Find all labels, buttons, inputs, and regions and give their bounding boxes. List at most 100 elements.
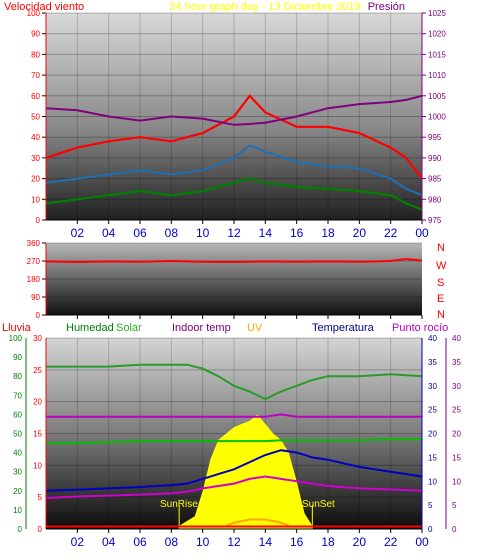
wind-ytick-label: 90	[31, 30, 40, 39]
pressure-ytick-label: 990	[428, 154, 442, 163]
wind-ytick-label: 0	[36, 216, 41, 225]
pressure-ytick-label: 1020	[428, 30, 446, 39]
legend-lluvia: Lluvia	[2, 322, 32, 334]
wind-xtick-label: 14	[259, 226, 273, 240]
pressure-ytick-label: 985	[428, 175, 442, 184]
lluvia-tick-label: 25	[33, 366, 42, 375]
wind-ytick-label: 30	[31, 154, 40, 163]
lluvia-tick-label: 5	[38, 493, 43, 502]
rocio-tick-label: 5	[452, 501, 457, 510]
temp-xtick-label: 18	[321, 535, 335, 549]
compass-n-top: N	[437, 242, 445, 254]
chart-title: 24 hour graph day - 13 Diciembre 2019	[169, 1, 360, 13]
temperatura-tick-label: 0	[428, 525, 433, 534]
temp-xtick-label: 20	[353, 535, 367, 549]
sunrise-label: SunRise	[160, 499, 198, 510]
wind-xtick-label: 08	[165, 226, 179, 240]
solar-line	[46, 438, 422, 445]
wind-speed-title: Velocidad viento	[4, 1, 84, 13]
wind-direction-line	[45, 257, 423, 264]
humedad-tick-label: 70	[13, 391, 22, 400]
pressure-ytick-label: 1005	[428, 92, 446, 101]
temp-xtick-label: 04	[102, 535, 116, 549]
humedad-tick-label: 50	[13, 430, 22, 439]
temp-xtick-label: 00	[415, 535, 429, 549]
legend-humedad: Humedad	[66, 322, 114, 334]
wind-ytick-label: 60	[31, 92, 40, 101]
humedad-tick-label: 20	[13, 487, 22, 496]
compass-n-bottom: N	[437, 309, 445, 321]
temperature-line	[45, 449, 423, 492]
wind-ytick-label: 100	[27, 9, 41, 18]
compass-s: S	[437, 277, 444, 289]
pressure-ytick-label: 980	[428, 195, 442, 204]
humedad-tick-label: 100	[9, 334, 23, 343]
temperatura-tick-label: 15	[428, 453, 437, 462]
temp-xtick-label: 16	[290, 535, 304, 549]
humedad-tick-label: 30	[13, 468, 22, 477]
wind-xtick-label: 18	[321, 226, 335, 240]
temperatura-tick-label: 20	[428, 430, 437, 439]
lluvia-tick-label: 0	[38, 525, 43, 534]
rocio-tick-label: 40	[452, 334, 461, 343]
rocio-tick-label: 35	[452, 358, 461, 367]
temp-xtick-label: 12	[227, 535, 241, 549]
humidity-line	[46, 363, 423, 401]
direction-ytick-label: 360	[27, 239, 41, 248]
direction-ytick-label: 0	[36, 311, 41, 320]
wind-xtick-label: 02	[71, 226, 85, 240]
wind-ytick-label: 50	[31, 113, 40, 122]
wind-ytick-label: 70	[31, 71, 40, 80]
lluvia-tick-label: 30	[33, 334, 42, 343]
humedad-tick-label: 80	[13, 372, 22, 381]
wind-speed-line	[45, 94, 423, 180]
direction-ytick-label: 180	[27, 275, 41, 284]
dewpoint-line	[45, 475, 423, 499]
humedad-tick-label: 60	[13, 410, 22, 419]
rocio-tick-label: 10	[452, 477, 461, 486]
temperatura-tick-label: 10	[428, 477, 437, 486]
humedad-tick-label: 90	[13, 353, 22, 362]
compass-e: E	[437, 293, 444, 305]
temp-xtick-label: 06	[133, 535, 147, 549]
pressure-line	[45, 94, 423, 126]
legend-rocio: Punto rocío	[392, 322, 448, 334]
temp-xtick-label: 14	[259, 535, 273, 549]
rocio-tick-label: 25	[452, 406, 461, 415]
wind-ytick-label: 80	[31, 50, 40, 59]
pressure-ytick-label: 1025	[428, 9, 446, 18]
wind-xtick-label: 06	[133, 226, 147, 240]
lluvia-tick-label: 20	[33, 398, 42, 407]
temperatura-tick-label: 30	[428, 382, 437, 391]
pressure-ytick-label: 975	[428, 216, 442, 225]
temperatura-tick-label: 40	[428, 334, 437, 343]
uv-line	[225, 518, 290, 527]
direction-ytick-label: 90	[31, 293, 40, 302]
indoor-temp-line	[46, 413, 422, 418]
temp-xtick-label: 08	[165, 535, 179, 549]
humedad-tick-label: 10	[13, 506, 22, 515]
rocio-tick-label: 15	[452, 453, 461, 462]
pressure-ytick-label: 1015	[428, 50, 446, 59]
wind-min-line	[45, 177, 423, 211]
temp-xtick-label: 02	[71, 535, 85, 549]
humedad-tick-label: 0	[18, 525, 23, 534]
sunset-label: SunSet	[302, 499, 335, 510]
lluvia-tick-label: 10	[33, 461, 42, 470]
legend-temperatura: Temperatura	[312, 322, 375, 334]
wind-xtick-label: 00	[415, 226, 429, 240]
wind-ytick-label: 10	[31, 195, 40, 204]
temperatura-tick-label: 5	[428, 501, 433, 510]
pressure-ytick-label: 995	[428, 133, 442, 142]
lluvia-tick-label: 15	[33, 430, 42, 439]
pressure-title: Presión	[368, 1, 405, 13]
temperatura-tick-label: 35	[428, 358, 437, 367]
pressure-ytick-label: 1000	[428, 113, 446, 122]
solar-radiation-area	[179, 414, 313, 529]
compass-w: W	[436, 260, 447, 272]
wind-xtick-label: 20	[353, 226, 367, 240]
rocio-tick-label: 30	[452, 382, 461, 391]
wind-xtick-label: 10	[196, 226, 210, 240]
humedad-tick-label: 40	[13, 449, 22, 458]
